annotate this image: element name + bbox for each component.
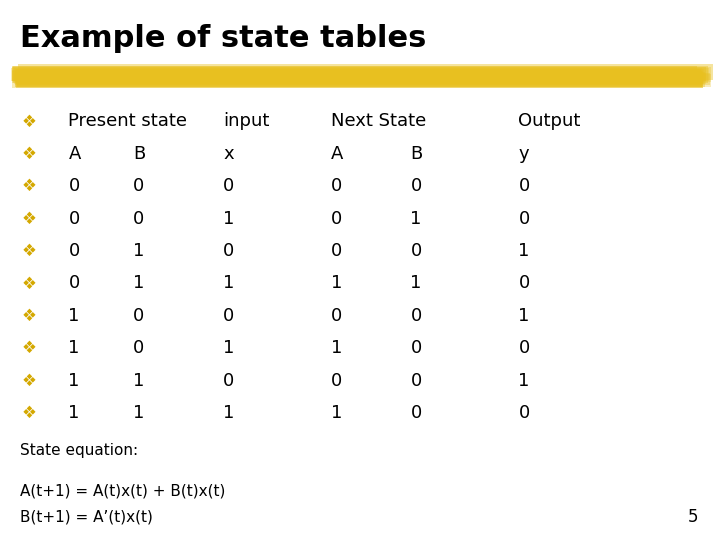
Text: 1: 1 <box>223 339 235 357</box>
Text: 1: 1 <box>331 274 343 293</box>
Text: Output: Output <box>518 112 581 131</box>
Text: 1: 1 <box>223 210 235 228</box>
Text: B: B <box>133 145 145 163</box>
Bar <box>17 72 705 87</box>
Text: 1: 1 <box>223 274 235 293</box>
Text: ❖: ❖ <box>22 210 37 228</box>
Bar <box>12 66 697 80</box>
Text: ❖: ❖ <box>22 274 37 293</box>
Text: y: y <box>518 145 529 163</box>
Text: ❖: ❖ <box>22 372 37 390</box>
Text: 0: 0 <box>133 339 145 357</box>
Bar <box>13 66 708 83</box>
Text: State equation:: State equation: <box>20 443 138 458</box>
Text: 1: 1 <box>68 307 80 325</box>
Bar <box>17 73 710 85</box>
Text: 0: 0 <box>223 177 235 195</box>
Text: B: B <box>410 145 423 163</box>
Text: Present state: Present state <box>68 112 187 131</box>
Text: Next State: Next State <box>331 112 426 131</box>
Text: 1: 1 <box>223 404 235 422</box>
Text: 1: 1 <box>410 274 422 293</box>
Text: 0: 0 <box>331 210 343 228</box>
Text: x: x <box>223 145 234 163</box>
Bar <box>14 69 701 81</box>
Text: 0: 0 <box>223 242 235 260</box>
Text: ❖: ❖ <box>22 242 37 260</box>
Bar <box>17 75 703 86</box>
Text: 0: 0 <box>518 339 530 357</box>
Text: 1: 1 <box>331 339 343 357</box>
Text: 0: 0 <box>410 177 422 195</box>
Text: 0: 0 <box>410 339 422 357</box>
Text: 1: 1 <box>331 404 343 422</box>
Bar <box>18 64 713 80</box>
Bar <box>15 71 701 87</box>
Text: 1: 1 <box>518 242 530 260</box>
Text: ❖: ❖ <box>22 307 37 325</box>
Bar <box>12 67 706 82</box>
Text: ❖: ❖ <box>22 404 37 422</box>
Text: 0: 0 <box>331 307 343 325</box>
Text: A: A <box>68 145 81 163</box>
Text: 0: 0 <box>518 210 530 228</box>
Text: 0: 0 <box>133 177 145 195</box>
Text: 0: 0 <box>68 210 80 228</box>
Text: 0: 0 <box>223 307 235 325</box>
Text: ❖: ❖ <box>22 145 37 163</box>
Bar <box>16 69 704 84</box>
Text: 1: 1 <box>68 404 80 422</box>
Text: B(t+1) = A’(t)x(t): B(t+1) = A’(t)x(t) <box>20 509 153 524</box>
Text: 1: 1 <box>410 210 422 228</box>
Bar <box>14 68 701 81</box>
Bar <box>14 67 711 82</box>
Text: 1: 1 <box>518 372 530 390</box>
Text: 0: 0 <box>410 242 422 260</box>
Text: 0: 0 <box>133 210 145 228</box>
Text: A(t+1) = A(t)x(t) + B(t)x(t): A(t+1) = A(t)x(t) + B(t)x(t) <box>20 483 225 498</box>
Bar <box>11 69 709 81</box>
Text: 0: 0 <box>331 177 343 195</box>
Text: 1: 1 <box>133 274 145 293</box>
Text: 0: 0 <box>68 242 80 260</box>
Text: 0: 0 <box>518 177 530 195</box>
Text: 0: 0 <box>331 242 343 260</box>
Bar <box>12 71 703 87</box>
Bar <box>17 72 703 88</box>
Text: 0: 0 <box>68 274 80 293</box>
Text: 0: 0 <box>133 307 145 325</box>
Bar <box>17 69 703 84</box>
Text: 1: 1 <box>68 372 80 390</box>
Text: 0: 0 <box>410 372 422 390</box>
Text: 1: 1 <box>68 339 80 357</box>
Bar <box>12 70 701 84</box>
Text: 1: 1 <box>133 404 145 422</box>
Text: 0: 0 <box>410 404 422 422</box>
Text: input: input <box>223 112 269 131</box>
Bar <box>14 73 706 84</box>
Text: 1: 1 <box>133 372 145 390</box>
Text: 0: 0 <box>518 274 530 293</box>
Text: ❖: ❖ <box>22 177 37 195</box>
Text: 0: 0 <box>410 307 422 325</box>
Text: ❖: ❖ <box>22 112 37 131</box>
Text: 0: 0 <box>518 404 530 422</box>
Text: Example of state tables: Example of state tables <box>20 24 426 53</box>
Text: A: A <box>331 145 343 163</box>
Bar <box>16 74 711 87</box>
Text: 0: 0 <box>68 177 80 195</box>
Text: ❖: ❖ <box>22 339 37 357</box>
Text: 0: 0 <box>331 372 343 390</box>
Text: 0: 0 <box>223 372 235 390</box>
Text: 1: 1 <box>518 307 530 325</box>
Text: 5: 5 <box>688 509 698 526</box>
Text: 1: 1 <box>133 242 145 260</box>
Bar <box>15 72 701 85</box>
